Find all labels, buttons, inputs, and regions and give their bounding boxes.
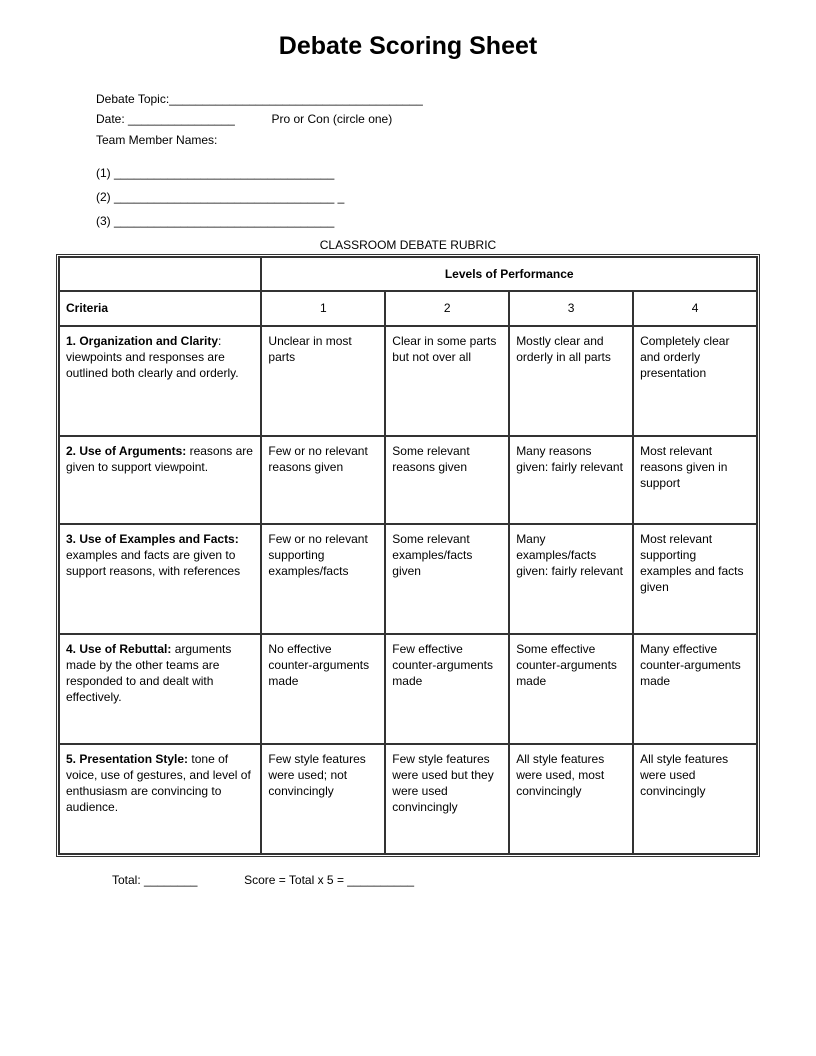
- level-cell: Unclear in most parts: [261, 326, 385, 436]
- level-cell: No effective counter-arguments made: [261, 634, 385, 744]
- level-cell: Most relevant reasons given in support: [633, 436, 757, 524]
- level-cell: Clear in some parts but not over all: [385, 326, 509, 436]
- score-label: Score = Total x 5 =: [244, 873, 344, 887]
- criteria-title: 1. Organization and Clarity: [66, 334, 218, 348]
- criteria-cell: 2. Use of Arguments: reasons are given t…: [59, 436, 261, 524]
- member-3: (3) _________________________________: [96, 214, 760, 228]
- criteria-title: 3. Use of Examples and Facts:: [66, 532, 239, 546]
- blank-header: [59, 257, 261, 291]
- date-label: Date:: [96, 112, 125, 126]
- table-row: 2. Use of Arguments: reasons are given t…: [59, 436, 757, 524]
- criteria-header: Criteria: [59, 291, 261, 325]
- level-cell: Completely clear and orderly presentatio…: [633, 326, 757, 436]
- level-cell: Most relevant supporting examples and fa…: [633, 524, 757, 634]
- level-cell: Some relevant reasons given: [385, 436, 509, 524]
- criteria-title: 5. Presentation Style:: [66, 752, 188, 766]
- level-cell: All style features were used, most convi…: [509, 744, 633, 854]
- criteria-title: 4. Use of Rebuttal:: [66, 642, 171, 656]
- level-cell: Mostly clear and orderly in all parts: [509, 326, 633, 436]
- date-line: Date: ________________ Pro or Con (circl…: [96, 109, 760, 129]
- score-blank: __________: [347, 873, 414, 887]
- levels-header: Levels of Performance: [261, 257, 757, 291]
- criteria-cell: 3. Use of Examples and Facts: examples a…: [59, 524, 261, 634]
- level-cell: Some relevant examples/facts given: [385, 524, 509, 634]
- criteria-cell: 5. Presentation Style: tone of voice, us…: [59, 744, 261, 854]
- level-cell: Some effective counter-arguments made: [509, 634, 633, 744]
- table-row: 3. Use of Examples and Facts: examples a…: [59, 524, 757, 634]
- rubric-title: CLASSROOM DEBATE RUBRIC: [56, 238, 760, 252]
- team-label: Team Member Names:: [96, 130, 760, 150]
- criteria-title: 2. Use of Arguments:: [66, 444, 186, 458]
- level-cell: Many reasons given: fairly relevant: [509, 436, 633, 524]
- criteria-desc: examples and facts are given to support …: [66, 548, 240, 578]
- level-2-header: 2: [385, 291, 509, 325]
- level-cell: Few style features were used; not convin…: [261, 744, 385, 854]
- level-cell: Few effective counter-arguments made: [385, 634, 509, 744]
- date-blank: ________________: [128, 112, 235, 126]
- topic-label: Debate Topic:: [96, 92, 169, 106]
- level-4-header: 4: [633, 291, 757, 325]
- topic-blank: ______________________________________: [169, 92, 423, 106]
- criteria-cell: 4. Use of Rebuttal: arguments made by th…: [59, 634, 261, 744]
- topic-line: Debate Topic:___________________________…: [96, 89, 760, 109]
- table-row: 1. Organization and Clarity: viewpoints …: [59, 326, 757, 436]
- rubric-table: Levels of Performance Criteria 1 2 3 4 1…: [56, 254, 760, 856]
- member-2: (2) _________________________________ _: [96, 190, 760, 204]
- level-cell: Few or no relevant supporting examples/f…: [261, 524, 385, 634]
- table-row: 5. Presentation Style: tone of voice, us…: [59, 744, 757, 854]
- page-title: Debate Scoring Sheet: [56, 32, 760, 61]
- level-cell: Few style features were used but they we…: [385, 744, 509, 854]
- level-cell: Many examples/facts given: fairly releva…: [509, 524, 633, 634]
- level-1-header: 1: [261, 291, 385, 325]
- total-blank: ________: [144, 873, 197, 887]
- level-cell: Many effective counter-arguments made: [633, 634, 757, 744]
- total-label: Total:: [112, 873, 141, 887]
- level-cell: All style features were used convincingl…: [633, 744, 757, 854]
- criteria-cell: 1. Organization and Clarity: viewpoints …: [59, 326, 261, 436]
- side-label: Pro or Con (circle one): [272, 112, 393, 126]
- footer: Total: ________ Score = Total x 5 = ____…: [112, 873, 760, 887]
- table-header-row-1: Levels of Performance: [59, 257, 757, 291]
- table-row: 4. Use of Rebuttal: arguments made by th…: [59, 634, 757, 744]
- header-block: Debate Topic:___________________________…: [96, 89, 760, 150]
- table-header-row-2: Criteria 1 2 3 4: [59, 291, 757, 325]
- level-3-header: 3: [509, 291, 633, 325]
- member-1: (1) _________________________________: [96, 166, 760, 180]
- level-cell: Few or no relevant reasons given: [261, 436, 385, 524]
